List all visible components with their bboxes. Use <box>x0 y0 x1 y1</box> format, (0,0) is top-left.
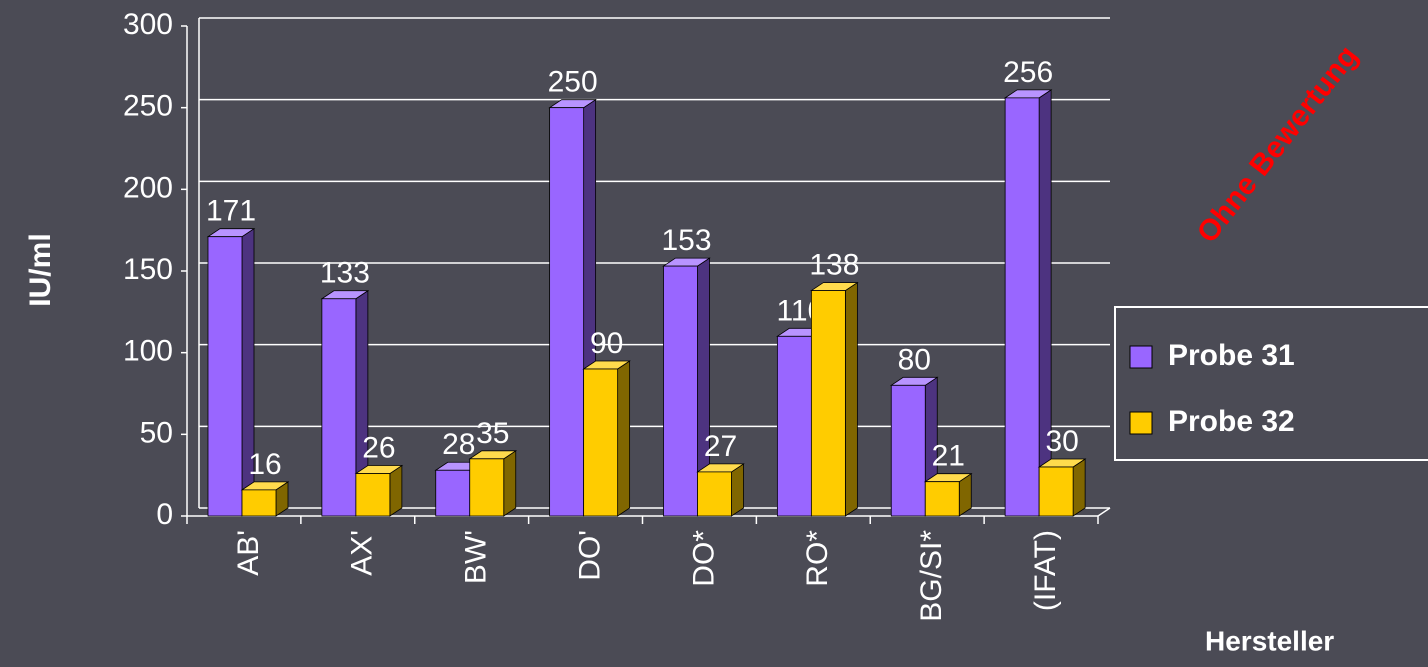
y-tick-label: 300 <box>123 8 173 41</box>
bar <box>810 290 846 517</box>
legend-label: Probe 32 <box>1168 405 1295 438</box>
value-label: 133 <box>320 257 370 290</box>
y-tick-label: 0 <box>156 498 173 531</box>
bar <box>355 473 391 517</box>
x-tick-label: AB' <box>232 530 265 576</box>
bar-side <box>1072 458 1086 517</box>
bar <box>435 469 471 517</box>
value-label: 138 <box>809 249 859 282</box>
x-tick-label: (IFAT) <box>1029 530 1062 611</box>
bar-side <box>389 464 403 517</box>
bar <box>924 481 960 517</box>
y-tick-label: 200 <box>123 171 173 204</box>
bar-side <box>617 360 631 517</box>
bar <box>1004 97 1040 517</box>
x-tick-label: BW' <box>460 530 493 584</box>
legend-swatch <box>1129 345 1153 369</box>
value-label: 153 <box>661 224 711 257</box>
value-label: 90 <box>590 327 623 360</box>
bar <box>663 265 698 517</box>
bar <box>321 298 357 517</box>
bar <box>469 458 505 517</box>
value-label: 80 <box>898 343 931 376</box>
bar <box>890 384 926 517</box>
value-label: 16 <box>248 448 281 481</box>
y-tick-label: 150 <box>123 253 173 286</box>
bar <box>776 335 812 517</box>
value-label: 250 <box>548 66 598 99</box>
value-label: 171 <box>206 195 256 228</box>
x-tick-label: DO' <box>573 530 606 581</box>
y-axis-label: IU/ml <box>24 233 57 306</box>
bar-side <box>731 463 744 517</box>
bar-side <box>844 281 858 517</box>
value-label: 30 <box>1045 425 1078 458</box>
value-label: 26 <box>362 431 395 464</box>
bar-side <box>503 450 517 517</box>
bar <box>207 236 243 517</box>
y-tick-label: 50 <box>140 416 173 449</box>
legend-label: Probe 31 <box>1168 339 1295 372</box>
value-label: 256 <box>1003 56 1053 89</box>
x-tick-label: RO* <box>801 530 834 587</box>
x-tick-label: DO* <box>687 530 720 587</box>
bar <box>549 107 585 517</box>
value-label: 28 <box>442 428 475 461</box>
legend-box <box>1114 306 1428 461</box>
bar <box>1038 466 1074 517</box>
x-tick-label: BG/SI* <box>915 530 948 622</box>
bar <box>241 489 277 517</box>
value-label: 21 <box>932 440 965 473</box>
value-label: 35 <box>476 417 509 450</box>
x-axis-label: Hersteller <box>1205 625 1334 656</box>
legend-swatch <box>1129 411 1153 435</box>
x-tick-label: AX' <box>346 530 379 576</box>
value-label: 27 <box>704 430 737 463</box>
floor-right <box>1097 507 1111 517</box>
y-tick-label: 100 <box>123 335 173 368</box>
y-tick-label: 250 <box>123 90 173 123</box>
bar <box>583 368 619 517</box>
bar <box>697 471 732 517</box>
